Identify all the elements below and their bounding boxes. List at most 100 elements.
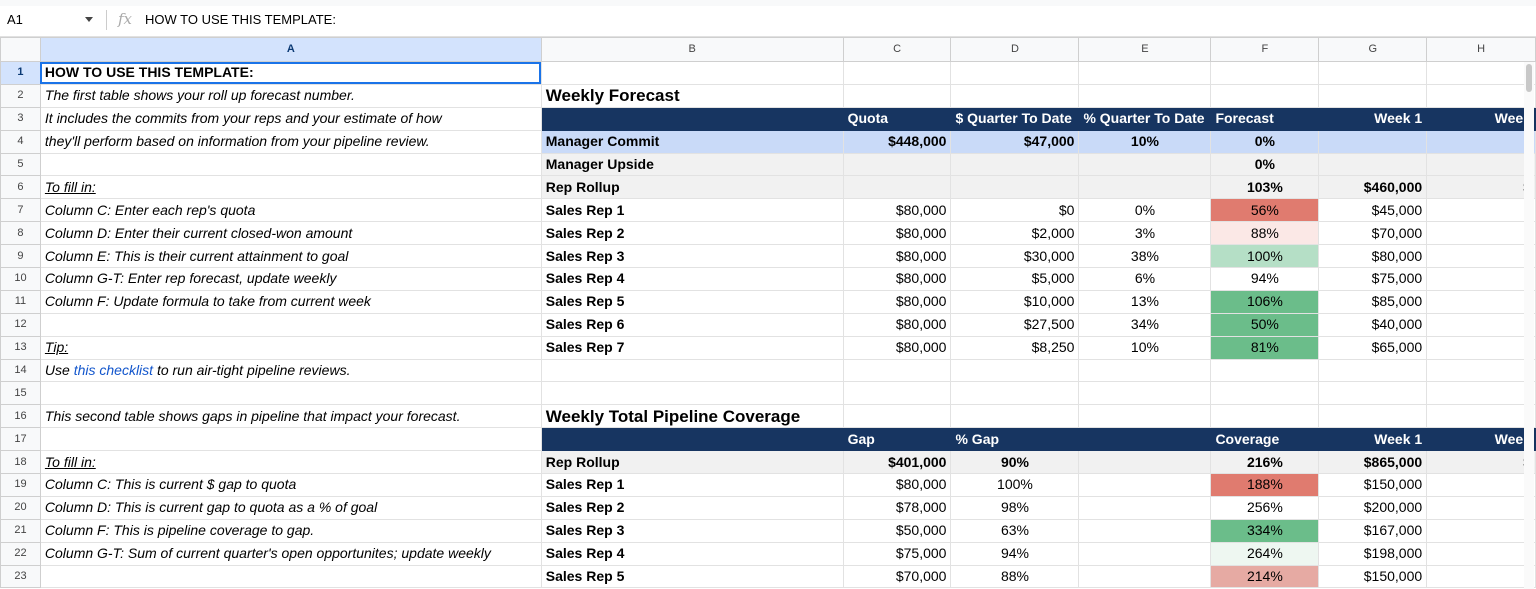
cell-d15[interactable] bbox=[950, 381, 1080, 406]
cell-e22[interactable] bbox=[1078, 541, 1212, 566]
cell-h22[interactable] bbox=[1426, 541, 1536, 566]
cell-d21[interactable]: 63% bbox=[950, 518, 1080, 543]
vertical-scrollbar[interactable] bbox=[1524, 62, 1534, 589]
cell-d23[interactable]: 88% bbox=[950, 564, 1080, 589]
row-header-10[interactable]: 10 bbox=[0, 267, 41, 291]
cell-e12[interactable]: 34% bbox=[1078, 312, 1212, 337]
row-header-2[interactable]: 2 bbox=[0, 83, 41, 108]
cell-g13[interactable]: $65,000 bbox=[1318, 335, 1428, 360]
cell-b16[interactable]: Weekly Total Pipeline Coverage bbox=[540, 404, 844, 429]
cell-e23[interactable] bbox=[1078, 564, 1212, 589]
cell-g8[interactable]: $70,000 bbox=[1318, 221, 1428, 246]
cell-f4[interactable]: 0% bbox=[1210, 129, 1320, 154]
cell-e7[interactable]: 0% bbox=[1078, 198, 1212, 223]
cell-d8[interactable]: $2,000 bbox=[950, 221, 1080, 246]
spreadsheet-grid[interactable]: A B C D E F G H 1 HOW TO USE THIS TEMPLATE: 2 The f… bbox=[0, 37, 1536, 589]
cell-a7[interactable]: Column C: Enter each rep's quota bbox=[39, 198, 542, 223]
cell-g14[interactable] bbox=[1318, 358, 1428, 383]
cell-h2[interactable] bbox=[1426, 83, 1536, 108]
row-header-5[interactable]: 5 bbox=[0, 152, 41, 177]
cell-e11[interactable]: 13% bbox=[1078, 289, 1212, 314]
cell-a22[interactable]: Column G-T: Sum of current quarter's ope… bbox=[39, 541, 542, 566]
cell-f23[interactable]: 214% bbox=[1210, 564, 1320, 589]
column-header-b[interactable]: B bbox=[540, 37, 844, 62]
cell-h4[interactable] bbox=[1426, 129, 1536, 154]
cell-d3[interactable]: $ Quarter To Date bbox=[950, 106, 1080, 131]
cell-c18[interactable]: $401,000 bbox=[842, 450, 952, 475]
cell-e20[interactable] bbox=[1078, 495, 1212, 520]
cell-h5[interactable] bbox=[1426, 152, 1536, 177]
cell-g20[interactable]: $200,000 bbox=[1318, 495, 1428, 520]
row-header-22[interactable]: 22 bbox=[0, 541, 41, 566]
cell-f6[interactable]: 103% bbox=[1210, 175, 1320, 200]
cell-b17[interactable] bbox=[540, 427, 844, 452]
cell-b15[interactable] bbox=[540, 381, 844, 406]
cell-d4[interactable]: $47,000 bbox=[950, 129, 1080, 154]
cell-h21[interactable] bbox=[1426, 518, 1536, 543]
cell-g7[interactable]: $45,000 bbox=[1318, 198, 1428, 223]
name-box-dropdown-icon[interactable] bbox=[85, 17, 93, 22]
cell-a4[interactable]: they'll perform based on information fro… bbox=[39, 129, 542, 154]
cell-h3[interactable]: Week bbox=[1426, 106, 1536, 131]
cell-a8[interactable]: Column D: Enter their current closed-won… bbox=[39, 221, 542, 246]
cell-a9[interactable]: Column E: This is their current attainme… bbox=[39, 244, 542, 269]
cell-d20[interactable]: 98% bbox=[950, 495, 1080, 520]
cell-e1[interactable] bbox=[1078, 61, 1212, 85]
scrollbar-thumb[interactable] bbox=[1526, 64, 1532, 92]
cell-c13[interactable]: $80,000 bbox=[842, 335, 952, 360]
cell-d10[interactable]: $5,000 bbox=[950, 267, 1080, 291]
cell-f8[interactable]: 88% bbox=[1210, 221, 1320, 246]
cell-h12[interactable] bbox=[1426, 312, 1536, 337]
cell-h8[interactable] bbox=[1426, 221, 1536, 246]
cell-b14[interactable] bbox=[540, 358, 844, 383]
cell-f22[interactable]: 264% bbox=[1210, 541, 1320, 566]
cell-b22[interactable]: Sales Rep 4 bbox=[540, 541, 844, 566]
cell-c15[interactable] bbox=[842, 381, 952, 406]
row-header-18[interactable]: 18 bbox=[0, 450, 41, 475]
cell-e5[interactable] bbox=[1078, 152, 1212, 177]
cell-f5[interactable]: 0% bbox=[1210, 152, 1320, 177]
row-header-23[interactable]: 23 bbox=[0, 564, 41, 589]
cell-e13[interactable]: 10% bbox=[1078, 335, 1212, 360]
cell-e9[interactable]: 38% bbox=[1078, 244, 1212, 269]
cell-g16[interactable] bbox=[1318, 404, 1428, 429]
cell-d16[interactable] bbox=[950, 404, 1080, 429]
row-header-9[interactable]: 9 bbox=[0, 244, 41, 269]
row-header-20[interactable]: 20 bbox=[0, 495, 41, 520]
cell-h1[interactable] bbox=[1426, 61, 1536, 85]
cell-c16[interactable] bbox=[842, 404, 952, 429]
cell-c2[interactable] bbox=[842, 83, 952, 108]
cell-f13[interactable]: 81% bbox=[1210, 335, 1320, 360]
row-header-15[interactable]: 15 bbox=[0, 381, 41, 406]
cell-d9[interactable]: $30,000 bbox=[950, 244, 1080, 269]
cell-h16[interactable] bbox=[1426, 404, 1536, 429]
cell-f10[interactable]: 94% bbox=[1210, 267, 1320, 291]
column-header-e[interactable]: E bbox=[1078, 37, 1212, 62]
cell-b3[interactable] bbox=[540, 106, 844, 131]
cell-a17[interactable] bbox=[39, 427, 542, 452]
cell-h9[interactable] bbox=[1426, 244, 1536, 269]
cell-d2[interactable] bbox=[950, 83, 1080, 108]
cell-b12[interactable]: Sales Rep 6 bbox=[540, 312, 844, 337]
cell-e21[interactable] bbox=[1078, 518, 1212, 543]
row-header-13[interactable]: 13 bbox=[0, 335, 41, 360]
cell-f11[interactable]: 106% bbox=[1210, 289, 1320, 314]
cell-e15[interactable] bbox=[1078, 381, 1212, 406]
cell-f16[interactable] bbox=[1210, 404, 1320, 429]
cell-c14[interactable] bbox=[842, 358, 952, 383]
cell-f20[interactable]: 256% bbox=[1210, 495, 1320, 520]
cell-f12[interactable]: 50% bbox=[1210, 312, 1320, 337]
cell-g1[interactable] bbox=[1318, 61, 1428, 85]
cell-g4[interactable] bbox=[1318, 129, 1428, 154]
cell-c22[interactable]: $75,000 bbox=[842, 541, 952, 566]
cell-g3[interactable]: Week 1 bbox=[1318, 106, 1428, 131]
cell-c20[interactable]: $78,000 bbox=[842, 495, 952, 520]
cell-h18[interactable]: $ bbox=[1426, 450, 1536, 475]
cell-f7[interactable]: 56% bbox=[1210, 198, 1320, 223]
cell-c19[interactable]: $80,000 bbox=[842, 473, 952, 497]
cell-g17[interactable]: Week 1 bbox=[1318, 427, 1428, 452]
cell-g23[interactable]: $150,000 bbox=[1318, 564, 1428, 589]
cell-d19[interactable]: 100% bbox=[950, 473, 1080, 497]
cell-e17[interactable] bbox=[1078, 427, 1212, 452]
cell-a14[interactable]: Use this checklist to run air-tight pipe… bbox=[39, 358, 542, 383]
